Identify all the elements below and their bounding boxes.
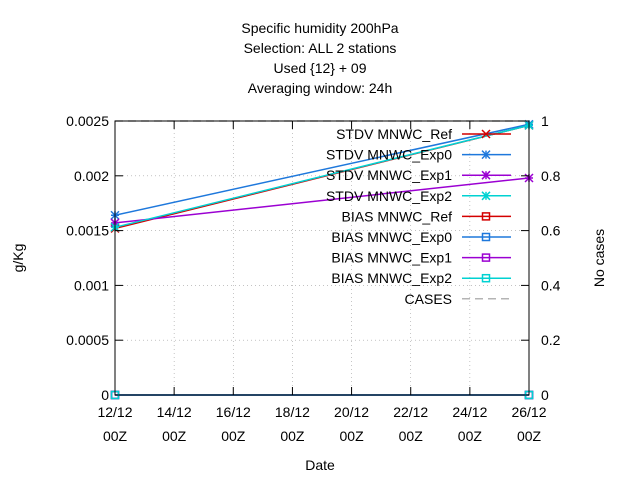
y-tick-label: 0.0015 [66,223,109,239]
x-tick-label: 12/12 [97,404,132,420]
legend-label: STDV MNWC_Ref [336,126,452,142]
legend-label: BIAS MNWC_Exp2 [331,270,452,286]
series-group [110,119,534,400]
legend-label: STDV MNWC_Exp2 [326,188,452,204]
x-tick-label: 00Z [399,428,424,444]
y-tick-label: 0.0025 [66,113,109,129]
x-tick-label: 00Z [458,428,483,444]
legend-marker [481,170,491,180]
y-tick-label: 0.001 [74,277,109,293]
x-tick-label: 14/12 [157,404,192,420]
axis-ticks: 0 0.0005 0.001 0.0015 0.002 0.0025 0 0.2 0.4 0.6 0… [66,113,561,444]
chart-title: Specific humidity 200hPa Selection: ALL 2… [241,20,398,96]
series-line [114,123,530,216]
y2-tick-label: 0.4 [541,277,561,293]
legend-label: BIAS MNWC_Exp0 [331,229,452,245]
x-tick-label: 18/12 [275,404,310,420]
x-tick-label: 00Z [162,428,187,444]
y2-tick-label: 0 [541,387,549,403]
x-tick-label: 00Z [340,428,365,444]
legend-marker [481,129,491,139]
y-tick-label: 0 [101,387,109,403]
x-tick-label: 00Z [221,428,246,444]
title-line: Used {12} + 09 [273,60,366,76]
y-tick-label: 0.0005 [66,332,109,348]
legend-marker [481,191,491,201]
legend: STDV MNWC_Ref STDV MNWC_Exp0 STDV MNWC_Exp… [326,126,511,307]
title-line: Specific humidity 200hPa [241,20,398,36]
legend-marker [481,232,491,242]
legend-marker [481,253,491,262]
y-axis-label: g/Kg [10,244,26,273]
x-tick-label: 00Z [103,428,128,444]
legend-label: CASES [405,291,452,307]
y2-tick-label: 0.2 [541,332,561,348]
legend-marker [481,212,491,221]
title-line: Selection: ALL 2 stations [244,40,397,56]
series-line [114,177,530,224]
legend-marker [481,273,491,283]
y2-tick-label: 0.8 [541,168,561,184]
x-tick-label: 20/12 [334,404,369,420]
y2-tick-label: 1 [541,113,549,129]
x-tick-label: 00Z [280,428,305,444]
legend-label: BIAS MNWC_Ref [342,208,453,224]
legend-label: STDV MNWC_Exp1 [326,167,452,183]
y2-tick-label: 0.6 [541,223,561,239]
x-tick-label: 24/12 [452,404,487,420]
x-tick-label: 22/12 [393,404,428,420]
y-tick-label: 0.002 [74,168,109,184]
x-tick-label: 16/12 [216,404,251,420]
x-tick-label: 00Z [517,428,542,444]
legend-label: BIAS MNWC_Exp1 [331,250,452,266]
y2-axis-label: No cases [591,229,607,287]
legend-marker [481,150,491,160]
x-tick-label: 26/12 [511,404,546,420]
legend-label: STDV MNWC_Exp0 [326,147,452,163]
series-line [114,124,530,229]
plot-frame [114,120,530,396]
x-axis-label: Date [305,457,335,473]
title-line: Averaging window: 24h [248,80,393,96]
